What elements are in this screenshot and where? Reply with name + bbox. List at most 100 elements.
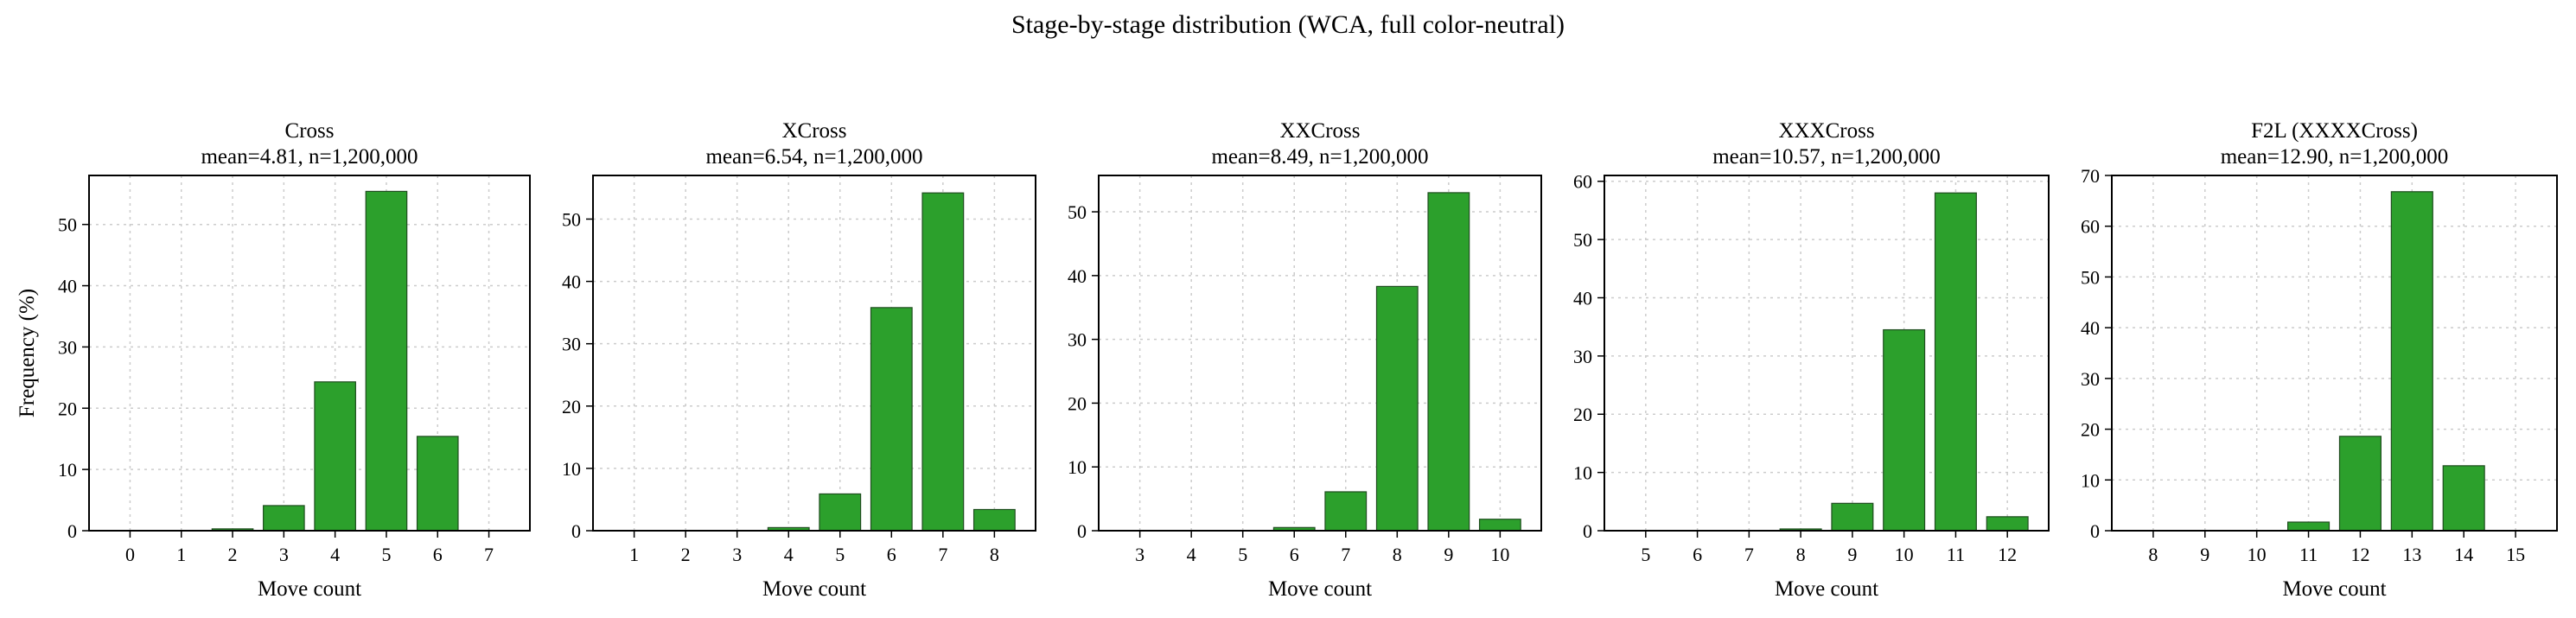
bar: [2338, 436, 2382, 532]
x-tick-label: 5: [835, 544, 845, 565]
panel-subtitle: mean=12.90, n=1,200,000: [2221, 145, 2449, 169]
y-tick-label: 30: [1068, 329, 1087, 351]
y-tick-label: 40: [1068, 265, 1087, 287]
x-axis-label: Move count: [258, 577, 361, 601]
x-tick-label: 15: [2506, 544, 2525, 565]
y-tick-label: 30: [1573, 346, 1592, 367]
x-tick-label: 12: [2350, 544, 2369, 565]
x-tick-label: 0: [125, 544, 135, 565]
panel-subtitle: mean=6.54, n=1,200,000: [705, 145, 922, 169]
y-tick-label: 40: [1573, 287, 1592, 309]
panel-title: F2L (XXXXCross): [2251, 119, 2418, 143]
x-tick-label: 2: [681, 544, 691, 565]
x-tick-label: 13: [2402, 544, 2421, 565]
y-tick-label: 20: [1573, 404, 1592, 425]
panel-subtitle: mean=4.81, n=1,200,000: [201, 145, 418, 169]
bar: [2390, 191, 2433, 532]
y-tick-label: 50: [58, 214, 77, 236]
x-tick-label: 12: [1998, 544, 2017, 565]
x-tick-label: 7: [1341, 544, 1350, 565]
y-tick-label: 20: [58, 398, 77, 419]
y-tick-label: 10: [2081, 469, 2100, 491]
bar: [314, 381, 356, 532]
x-tick-label: 9: [2200, 544, 2209, 565]
x-tick-label: 4: [330, 544, 340, 565]
bar: [1324, 491, 1368, 532]
x-tick-label: 10: [1490, 544, 1509, 565]
bar: [870, 307, 913, 532]
x-tick-label: 7: [484, 544, 494, 565]
bar: [1375, 285, 1419, 532]
y-tick-label: 10: [1573, 462, 1592, 484]
x-tick-label: 4: [784, 544, 794, 565]
x-tick-label: 2: [228, 544, 238, 565]
bar: [416, 436, 459, 532]
x-tick-label: 3: [732, 544, 742, 565]
panel-title: XXXCross: [1778, 119, 1874, 143]
x-tick-label: 6: [1290, 544, 1299, 565]
x-tick-label: 6: [887, 544, 896, 565]
y-tick-label: 20: [562, 396, 581, 417]
y-tick-label: 0: [67, 520, 77, 542]
bar: [1831, 502, 1874, 532]
x-tick-label: 9: [1444, 544, 1453, 565]
x-tick-label: 11: [1947, 544, 1965, 565]
x-tick-label: 11: [2299, 544, 2318, 565]
x-tick-label: 7: [938, 544, 947, 565]
bar: [2287, 521, 2331, 532]
y-tick-label: 50: [1068, 201, 1087, 223]
x-tick-label: 3: [1135, 544, 1145, 565]
x-axis-label: Move count: [762, 577, 866, 601]
y-tick-label: 40: [2081, 317, 2100, 339]
x-tick-label: 5: [1238, 544, 1247, 565]
panel-subtitle: mean=8.49, n=1,200,000: [1211, 145, 1428, 169]
x-tick-label: 8: [2148, 544, 2158, 565]
y-tick-label: 70: [2081, 165, 2100, 187]
x-tick-label: 7: [1744, 544, 1754, 565]
bar: [1427, 192, 1470, 532]
panel-title: XCross: [781, 119, 846, 143]
y-tick-label: 0: [1583, 520, 1592, 542]
bar: [365, 190, 408, 532]
y-tick-label: 40: [58, 276, 77, 297]
x-tick-label: 3: [279, 544, 289, 565]
x-tick-label: 8: [1393, 544, 1402, 565]
panel-title: XXCross: [1279, 119, 1360, 143]
y-tick-label: 20: [1068, 392, 1087, 414]
bar: [1883, 328, 1926, 532]
y-tick-label: 0: [1077, 520, 1087, 542]
y-tick-label: 50: [2081, 266, 2100, 288]
bar: [1986, 516, 2029, 532]
bar: [819, 493, 862, 532]
y-tick-label: 0: [2090, 520, 2100, 542]
y-tick-label: 10: [1068, 456, 1087, 478]
x-tick-label: 5: [381, 544, 391, 565]
x-tick-label: 10: [1895, 544, 1914, 565]
x-tick-label: 4: [1187, 544, 1196, 565]
x-tick-label: 5: [1641, 544, 1650, 565]
bar: [1934, 192, 1977, 532]
x-tick-label: 8: [1796, 544, 1806, 565]
panel-subtitle: mean=10.57, n=1,200,000: [1712, 145, 1941, 169]
axes-frame: [592, 175, 1036, 532]
bar: [972, 508, 1016, 532]
axes-frame: [1098, 175, 1542, 532]
bar: [263, 505, 305, 532]
x-tick-label: 10: [2248, 544, 2267, 565]
y-tick-label: 40: [562, 271, 581, 293]
axes-frame: [2111, 175, 2558, 532]
x-axis-label: Move count: [2282, 577, 2386, 601]
x-tick-label: 8: [990, 544, 999, 565]
y-axis-label: Frequency (%): [16, 289, 39, 417]
bar: [2442, 465, 2485, 532]
y-tick-label: 20: [2081, 419, 2100, 441]
y-tick-label: 30: [562, 334, 581, 355]
axes-frame: [88, 175, 531, 532]
x-tick-label: 1: [176, 544, 186, 565]
y-tick-label: 60: [2081, 216, 2100, 238]
y-tick-label: 10: [562, 458, 581, 480]
y-tick-label: 30: [58, 336, 77, 358]
x-axis-label: Move count: [1775, 577, 1878, 601]
y-tick-label: 0: [571, 520, 581, 542]
